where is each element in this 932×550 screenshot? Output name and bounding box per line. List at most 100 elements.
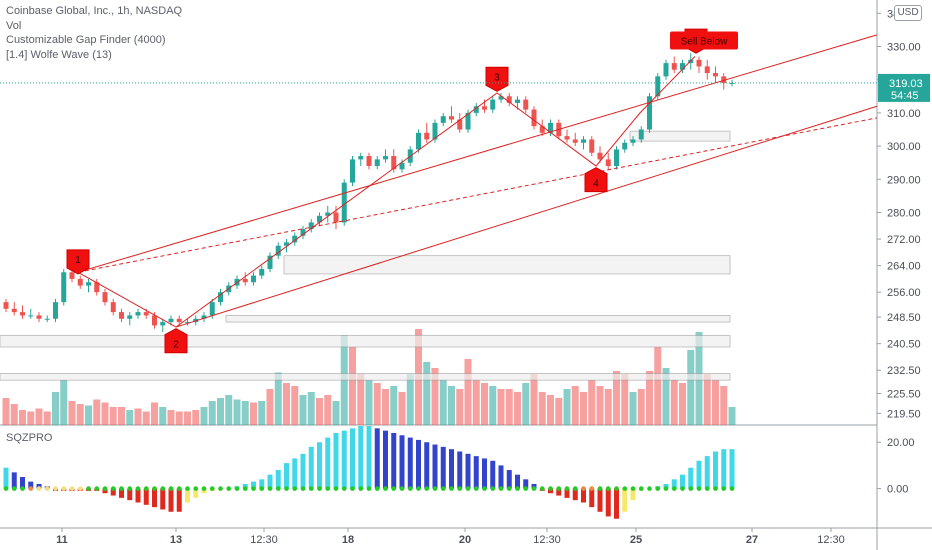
squeeze-dot bbox=[3, 486, 9, 491]
time-tick-label: 12:30 bbox=[533, 534, 561, 546]
candle-body bbox=[391, 156, 397, 170]
volume-bar bbox=[613, 371, 620, 425]
candle-body bbox=[127, 315, 133, 319]
volume-bar bbox=[571, 386, 579, 425]
candle-body bbox=[721, 76, 727, 84]
volume-bar bbox=[167, 410, 175, 425]
volume-bar bbox=[184, 411, 191, 425]
squeeze-dot bbox=[341, 486, 347, 491]
squeeze-dot bbox=[663, 486, 669, 491]
volume-bar bbox=[588, 380, 596, 425]
squeeze-dot bbox=[53, 486, 58, 491]
squeeze-dot bbox=[721, 486, 727, 491]
wolfe-point-4: 4 bbox=[584, 167, 608, 193]
candle-body bbox=[729, 83, 735, 85]
volume-bar bbox=[679, 383, 686, 425]
oscillator-bar bbox=[622, 488, 628, 512]
candle-body bbox=[366, 156, 372, 167]
candle-body bbox=[317, 215, 322, 223]
volume-bar bbox=[629, 392, 637, 425]
volume-bar bbox=[283, 383, 290, 425]
candle-body bbox=[630, 139, 636, 143]
candle-body bbox=[209, 302, 215, 316]
candle-body bbox=[432, 122, 438, 140]
candle-body bbox=[333, 212, 339, 223]
candle-body bbox=[36, 315, 42, 319]
wolfe-point-4-label: 4 bbox=[593, 179, 599, 190]
volume-bar bbox=[497, 389, 505, 425]
oscillator-bar bbox=[119, 488, 124, 498]
squeeze-dot bbox=[729, 486, 735, 491]
gap-box bbox=[0, 334, 731, 348]
price-tick-label: 300.00 bbox=[887, 141, 921, 153]
volume-bar bbox=[580, 392, 587, 425]
squeeze-dot bbox=[655, 486, 661, 491]
oscillator-bar bbox=[564, 488, 570, 498]
volume-bar bbox=[596, 386, 604, 425]
candle-body bbox=[663, 63, 669, 77]
volume-bar bbox=[365, 380, 373, 425]
time-tick-label: 12:30 bbox=[250, 534, 278, 546]
candle-body bbox=[696, 59, 702, 67]
oscillator-bar bbox=[688, 467, 694, 489]
squeeze-dot bbox=[605, 486, 611, 491]
oscillator-bar bbox=[572, 488, 578, 501]
gap-finder-indicator-label[interactable]: Customizable Gap Finder (4000) bbox=[6, 34, 166, 46]
squeeze-dot bbox=[671, 486, 677, 491]
volume-bar bbox=[134, 408, 142, 425]
volume-bar bbox=[390, 386, 398, 425]
oscillator-bar bbox=[605, 488, 611, 517]
candle-body bbox=[358, 156, 364, 160]
candle-body bbox=[135, 312, 141, 316]
squeeze-dot bbox=[416, 486, 421, 491]
wolfe-wave-indicator-label[interactable]: [1.4] Wolfe Wave (13) bbox=[6, 48, 112, 61]
squeeze-dot bbox=[69, 486, 75, 491]
squeeze-dot bbox=[267, 486, 273, 491]
oscillator-bar bbox=[28, 481, 34, 489]
volume-bar bbox=[27, 411, 35, 425]
squeeze-dot bbox=[638, 486, 644, 491]
candle-body bbox=[201, 315, 207, 319]
oscillator-bar bbox=[127, 488, 133, 501]
volume-bar bbox=[423, 362, 431, 425]
candle-body bbox=[53, 302, 58, 319]
candle-body bbox=[680, 63, 685, 70]
oscillator-bar bbox=[20, 477, 25, 489]
candle-body bbox=[275, 245, 281, 256]
volume-bar bbox=[93, 399, 101, 425]
oscillator-bar bbox=[143, 488, 149, 505]
squeeze-dot bbox=[622, 486, 628, 491]
candle-body bbox=[572, 139, 578, 143]
volume-bar bbox=[2, 398, 10, 425]
squeeze-dot bbox=[44, 486, 50, 491]
squeeze-dot bbox=[374, 486, 380, 491]
wolfe-lower-line bbox=[175, 105, 878, 328]
volume-bar bbox=[406, 374, 414, 425]
candle-body bbox=[713, 73, 718, 77]
volume-bar bbox=[274, 372, 282, 425]
squeeze-dot bbox=[61, 486, 67, 491]
squeeze-dot bbox=[317, 486, 322, 491]
gap-box bbox=[629, 130, 731, 142]
gap-box bbox=[225, 315, 731, 323]
squeeze-dot bbox=[300, 486, 306, 491]
candle-body bbox=[143, 312, 149, 316]
volume-indicator-label[interactable]: Vol bbox=[6, 19, 22, 32]
currency-badge[interactable]: USD bbox=[894, 5, 922, 21]
candle-body bbox=[308, 222, 314, 230]
squeeze-dot bbox=[539, 486, 545, 491]
squeeze-dot bbox=[688, 486, 694, 491]
price-tick-label: 219.50 bbox=[887, 408, 921, 420]
volume-bar bbox=[60, 380, 68, 425]
chart-legend: Coinbase Global, Inc., 1h, NASDAQ Vol Cu… bbox=[6, 4, 182, 62]
candle-body bbox=[482, 106, 487, 110]
oscillator-bar bbox=[3, 467, 9, 489]
oscillator-label[interactable]: SQZPRO bbox=[6, 432, 53, 444]
volume-bar bbox=[456, 389, 464, 425]
oscillator-bar bbox=[556, 488, 562, 496]
oscillator-bar bbox=[11, 472, 17, 489]
oscillator-bar bbox=[473, 456, 479, 489]
candle-body bbox=[424, 132, 430, 140]
candle-body bbox=[3, 302, 9, 309]
